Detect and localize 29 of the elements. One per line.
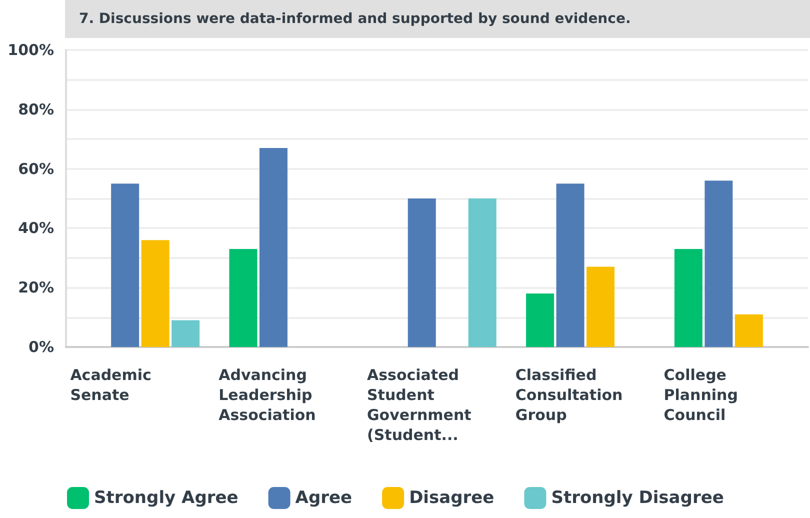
- bar: [586, 266, 615, 347]
- legend-label: Strongly Disagree: [551, 488, 724, 508]
- x-tick-label: Associated Student Government (Student...: [367, 366, 477, 444]
- bar: [141, 240, 170, 347]
- x-tick-label: College Planning Council: [664, 366, 744, 424]
- bar: [526, 294, 554, 347]
- x-tick-label: Advancing Leadership Association: [218, 366, 318, 424]
- y-tick-label: 0%: [28, 338, 54, 356]
- legend-label: Agree: [295, 488, 352, 508]
- y-tick-label: 60%: [18, 160, 54, 178]
- bar: [229, 248, 258, 347]
- y-tick-label: 100%: [8, 41, 54, 59]
- bar: [408, 198, 436, 347]
- bar: [704, 180, 733, 347]
- bar: [259, 148, 288, 347]
- y-tick-label: 40%: [18, 219, 54, 238]
- x-tick-label: Academic Senate: [70, 366, 157, 404]
- bar: [468, 198, 496, 347]
- x-tick-label: Classified Consultation Group: [515, 366, 628, 424]
- bar: [172, 320, 200, 347]
- legend-label: Disagree: [409, 488, 494, 508]
- bar: [111, 184, 140, 347]
- chart-title: 7. Discussions were data-informed and supported by sound evidence.: [79, 11, 631, 27]
- legend-label: Strongly Agree: [94, 488, 238, 508]
- bar: [674, 248, 702, 347]
- y-tick-label: 80%: [18, 100, 54, 118]
- y-tick-label: 20%: [18, 278, 54, 297]
- bar: [556, 184, 584, 347]
- bar: [734, 314, 763, 347]
